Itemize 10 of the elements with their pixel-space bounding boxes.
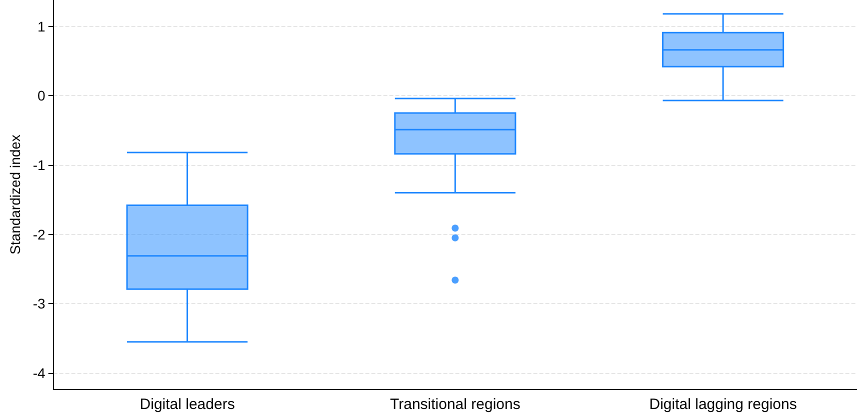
y-tick-label: -4	[32, 365, 46, 382]
y-tick-label: -3	[32, 296, 46, 312]
y-tick-label: -2	[32, 226, 46, 242]
y-tick-label: 1	[38, 18, 46, 34]
x-tick-label: Digital leaders	[140, 396, 235, 413]
y-axis-title: Standardized index	[7, 134, 23, 254]
x-tick-label: Digital lagging regions	[649, 396, 797, 413]
y-tick-label: -1	[32, 157, 46, 174]
y-tick-label: 0	[38, 88, 46, 104]
x-tick-label: Transitional regions	[390, 396, 520, 413]
